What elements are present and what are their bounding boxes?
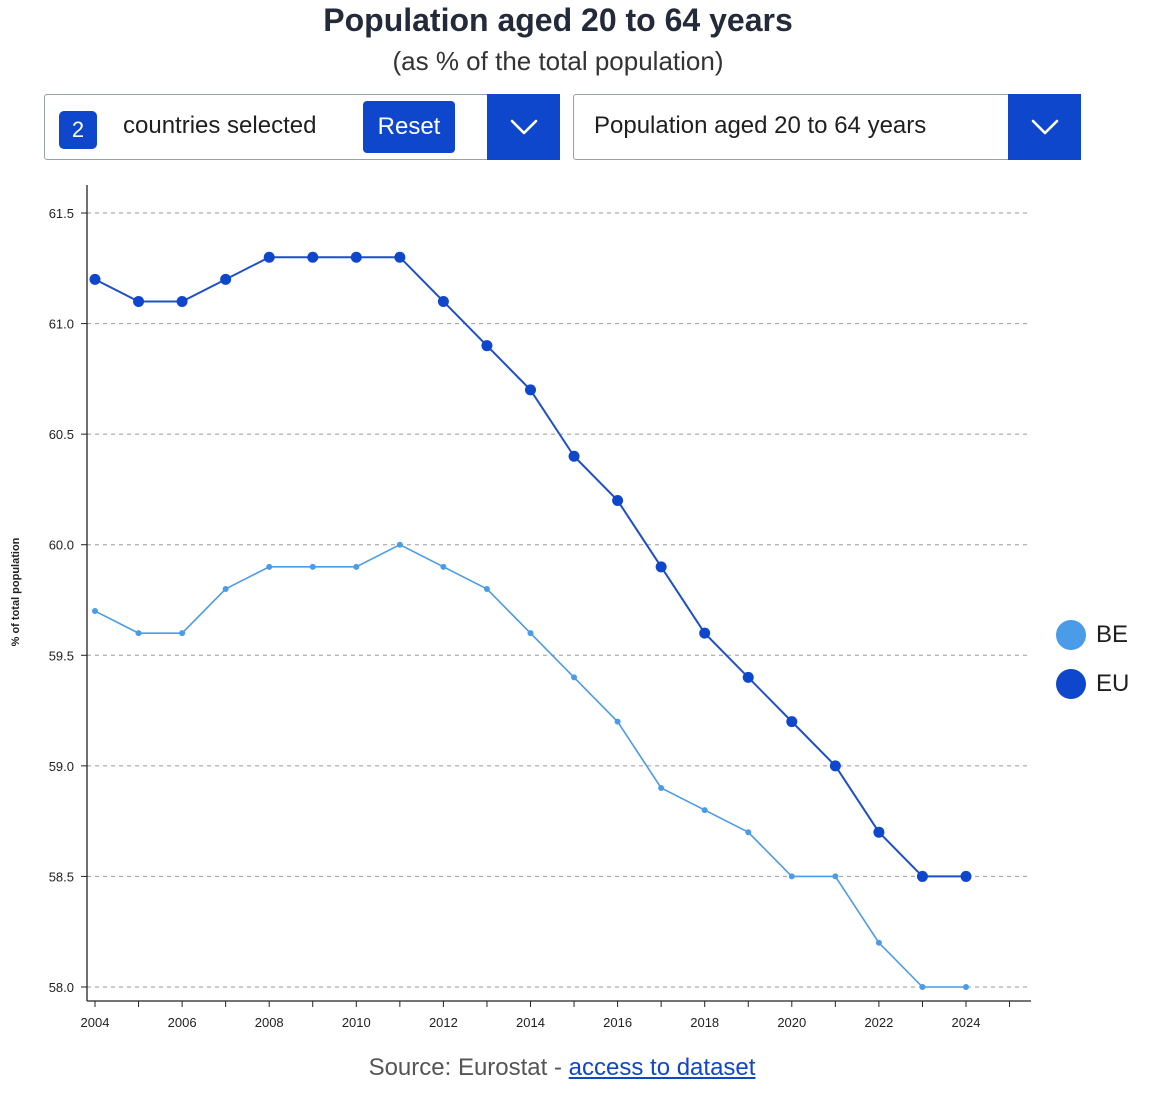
data-point-eu [481, 340, 493, 352]
source-text: Source: Eurostat - [368, 1054, 569, 1081]
chart-legend: BE EU [1056, 610, 1129, 708]
data-point-be [963, 984, 969, 990]
reset-button[interactable]: Reset [363, 101, 455, 153]
x-tick-label: 2004 [81, 1015, 110, 1030]
y-tick-label: 58.5 [49, 869, 74, 884]
chevron-down-icon [1031, 119, 1058, 135]
x-tick-label: 2020 [777, 1015, 806, 1030]
chart-title: Population aged 20 to 64 years [323, 2, 793, 38]
data-point-be [135, 630, 142, 637]
chevron-down-icon [510, 119, 537, 135]
x-tick-label: 2012 [429, 1015, 458, 1030]
data-point-eu [612, 494, 624, 506]
data-point-eu [525, 384, 536, 396]
legend-swatch [1056, 668, 1086, 699]
data-point-eu [133, 295, 145, 307]
data-point-be [92, 608, 98, 615]
y-tick-label: 59.5 [49, 648, 74, 663]
data-point-be [614, 718, 621, 725]
data-point-eu [350, 251, 362, 263]
data-point-be [701, 807, 708, 814]
x-tick-label: 2024 [952, 1015, 981, 1030]
x-tick-label: 2014 [516, 1015, 545, 1030]
data-point-eu [960, 870, 972, 882]
x-tick-label: 2022 [864, 1015, 893, 1030]
y-tick-label: 61.5 [49, 206, 74, 221]
indicator-dropdown-button[interactable] [1008, 94, 1081, 160]
indicator-selected-value: Population aged 20 to 64 years [594, 112, 927, 139]
data-point-eu [916, 870, 928, 882]
data-point-eu [307, 251, 319, 263]
data-point-eu [873, 826, 885, 838]
data-point-be [179, 630, 186, 637]
data-point-be [875, 939, 882, 946]
x-tick-label: 2008 [255, 1015, 284, 1030]
legend-label: BE [1096, 620, 1129, 648]
data-point-be [309, 563, 316, 570]
data-point-be [222, 585, 229, 592]
data-point-eu [655, 561, 667, 573]
selected-count-badge: 2 [59, 111, 97, 149]
data-point-be [440, 563, 447, 570]
x-tick-label: 2016 [603, 1015, 632, 1030]
selected-count-label: countries selected [123, 112, 317, 139]
y-axis-title: % of total population [10, 537, 22, 646]
y-tick-label: 60.0 [49, 538, 74, 553]
x-tick-label: 2018 [690, 1015, 719, 1030]
source-line: Source: Eurostat - access to dataset [0, 1054, 1124, 1082]
data-point-be [571, 674, 578, 681]
data-point-eu [699, 627, 711, 639]
data-point-be [483, 585, 490, 592]
line-chart: 58.0 58.5 59.0 59.5 60.0 60.5 61.0 61.5 2004 2006… [10, 185, 1031, 1030]
legend-item-be[interactable]: BE [1056, 610, 1129, 659]
chart-subtitle: (as % of the total population) [392, 46, 724, 76]
data-point-be [527, 630, 534, 637]
data-point-eu [220, 273, 232, 285]
legend-label: EU [1096, 669, 1130, 697]
data-point-be [745, 829, 752, 836]
y-tick-label: 61.0 [49, 317, 74, 332]
dataset-link[interactable]: access to dataset [568, 1054, 756, 1081]
data-point-eu [89, 273, 101, 285]
y-tick-label: 59.0 [49, 759, 74, 774]
x-tick-label: 2010 [342, 1015, 371, 1030]
data-point-eu [786, 716, 798, 728]
data-point-eu [437, 295, 449, 307]
data-point-eu [742, 671, 754, 683]
series-line-eu [94, 256, 966, 878]
country-dropdown-button[interactable] [487, 94, 560, 160]
legend-item-eu[interactable]: EU [1056, 659, 1129, 708]
data-point-eu [829, 760, 841, 772]
x-tick-label: 2006 [168, 1015, 197, 1030]
data-point-be [353, 563, 360, 570]
data-point-be [788, 873, 795, 880]
data-point-eu [394, 251, 406, 263]
indicator-selector[interactable]: Population aged 20 to 64 years [573, 94, 1081, 160]
data-point-eu [176, 295, 188, 307]
y-tick-label: 60.5 [49, 427, 74, 442]
data-point-eu [263, 251, 275, 263]
data-point-be [658, 784, 665, 791]
data-point-be [832, 873, 839, 880]
data-point-be [396, 541, 403, 548]
y-tick-label: 58.0 [49, 980, 74, 995]
legend-swatch [1056, 619, 1086, 650]
data-point-eu [568, 450, 580, 462]
data-point-be [266, 563, 273, 570]
data-point-be [919, 984, 926, 990]
country-selector[interactable]: 2 countries selected Reset [44, 94, 560, 160]
